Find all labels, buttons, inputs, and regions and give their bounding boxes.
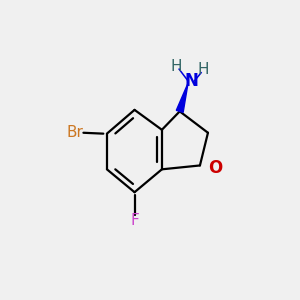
Text: N: N [184,72,198,90]
Text: H: H [198,62,209,77]
Text: F: F [130,213,139,228]
Text: O: O [208,159,222,177]
Polygon shape [176,83,188,112]
Text: Br: Br [67,125,83,140]
Text: H: H [171,59,182,74]
